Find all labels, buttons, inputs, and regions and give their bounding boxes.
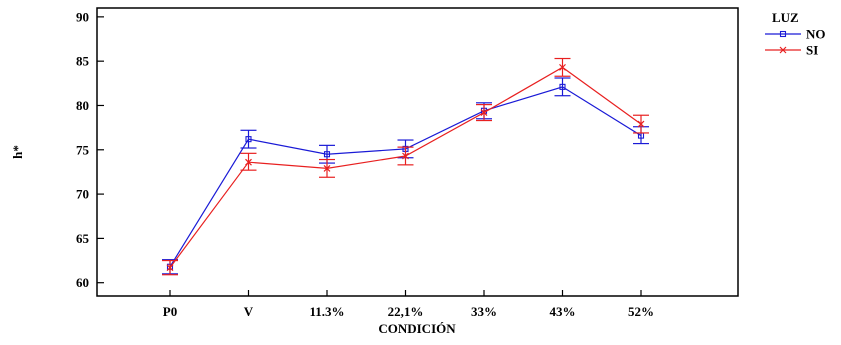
x-tick-label: V bbox=[244, 304, 254, 319]
legend-marker bbox=[779, 30, 787, 38]
y-tick-label: 60 bbox=[76, 275, 89, 290]
data-point bbox=[559, 63, 566, 71]
y-tick-label: 70 bbox=[76, 187, 89, 202]
legend-title: LUZ bbox=[772, 10, 799, 25]
y-tick-label: 85 bbox=[76, 54, 90, 69]
data-point bbox=[480, 109, 488, 116]
data-point bbox=[245, 158, 252, 166]
x-tick-label: 43% bbox=[550, 304, 576, 319]
y-tick-label: 80 bbox=[76, 98, 89, 113]
x-tick-label: 52% bbox=[628, 304, 654, 319]
series-si bbox=[162, 57, 649, 276]
y-tick-label: 75 bbox=[76, 142, 90, 157]
x-tick-label: P0 bbox=[163, 304, 177, 319]
series-no bbox=[162, 77, 649, 275]
legend-marker bbox=[779, 46, 787, 54]
x-tick-label: 22,1% bbox=[388, 304, 424, 319]
y-tick-label: 90 bbox=[76, 9, 89, 24]
plot-frame bbox=[96, 7, 739, 297]
legend-label: NO bbox=[806, 27, 826, 42]
x-axis-ticks: P0 V 11.3% 22,1% 33% 43% 52% bbox=[163, 290, 654, 319]
y-axis-label: h* bbox=[10, 145, 25, 159]
y-tick-label: 65 bbox=[76, 231, 90, 246]
data-point bbox=[166, 264, 174, 272]
data-point bbox=[245, 136, 252, 143]
series-line bbox=[169, 66, 642, 269]
series-layer bbox=[162, 57, 649, 276]
data-point bbox=[323, 151, 331, 158]
data-point bbox=[637, 120, 645, 128]
legend-label: SI bbox=[806, 43, 818, 58]
x-tick-label: 11.3% bbox=[309, 304, 344, 319]
x-tick-label: 33% bbox=[471, 304, 497, 319]
data-point bbox=[559, 83, 566, 90]
data-point bbox=[402, 152, 409, 160]
y-axis-ticks: 60 65 70 75 80 85 90 bbox=[76, 9, 104, 290]
x-axis-label: CONDICIÓN bbox=[378, 321, 456, 336]
series-line bbox=[169, 86, 642, 268]
data-point bbox=[323, 164, 331, 172]
